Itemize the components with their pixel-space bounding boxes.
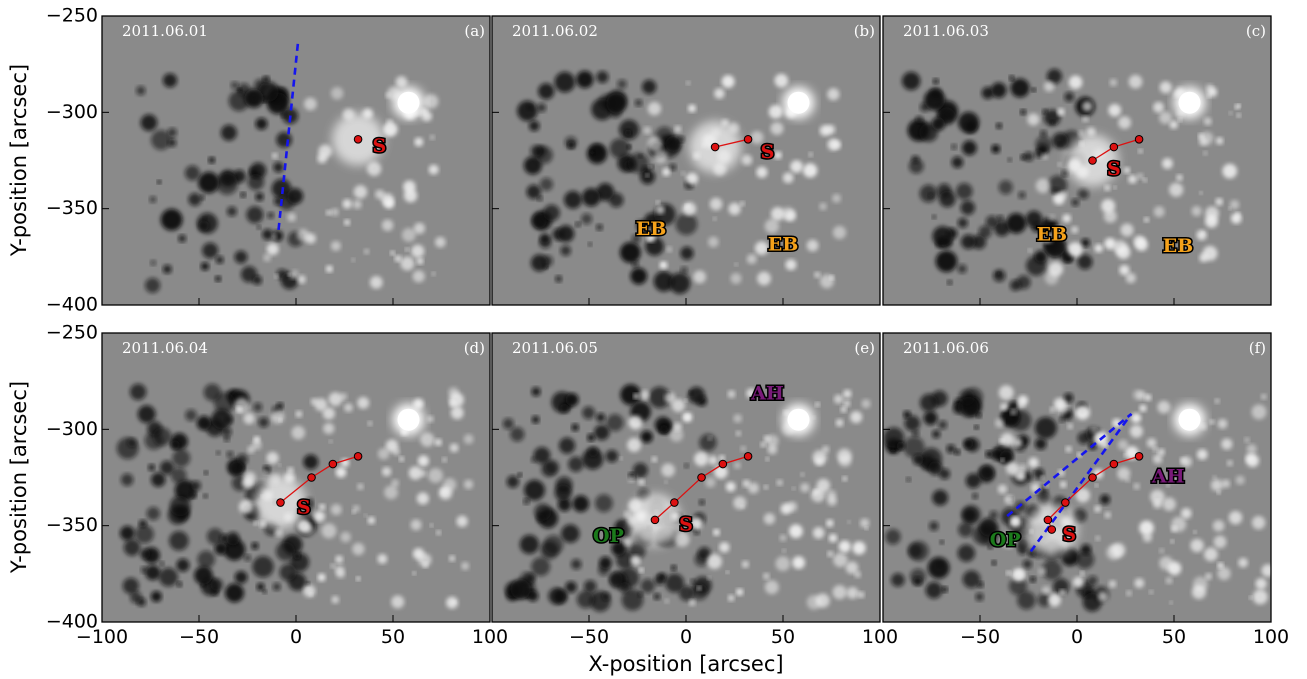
feature-label-EB: EB [1163,235,1194,257]
feature-label-AH: AH [750,383,784,405]
sunspot-track-line [714,138,749,148]
y-tick-label: −300 [46,101,98,123]
magnetogram-image [883,16,1271,305]
x-tick-label: 50 [381,626,405,648]
feature-label-OP: OP [593,525,624,547]
sunspot-track-point [307,473,316,482]
sunspot-track-point [650,515,660,525]
feature-label-AH: AH [1151,466,1185,488]
x-tick-label: 0 [1071,626,1083,648]
panel-letter: (a) [464,22,485,40]
y-tick-label: −300 [46,418,98,440]
cut-line [277,42,300,230]
feature-label-S: S [761,141,775,163]
panel-letter: (f) [1249,339,1266,357]
panel-letter: (b) [854,22,875,40]
feature-label-OP: OP [990,529,1021,551]
y-tick-label: −400 [46,611,98,633]
panel-date: 2011.06.04 [122,339,208,357]
sunspot-track-point [1088,473,1097,482]
sunspot-track-point [1061,498,1070,507]
feature-label-S: S [373,135,387,157]
x-tick-label: 0 [290,626,302,648]
sunspot-track-point [328,459,338,469]
y-tick-label: −350 [46,197,98,219]
sunspot-track-point [710,142,720,152]
x-tick-label: −50 [569,626,609,648]
panel-e: 2011.06.05 (e) S OP AH −50 0 50 100 [491,332,898,648]
x-tick-label: 0 [680,626,692,648]
sunspot-track-point [1047,525,1057,534]
sunspot-track-point [1088,156,1097,165]
magnetogram-image [883,333,1271,622]
x-axis-label: X-position [arcsec] [588,652,783,676]
magnetogram-image [102,16,490,305]
axes-labels: X-position [arcsec] Y-position [arcsec] … [7,64,784,676]
y-tick-label: −400 [46,294,98,316]
x-tick-label: 100 [1253,626,1289,648]
feature-label-S: S [1107,158,1121,180]
panel-b: 2011.06.02 (b) S EB EB [491,15,881,306]
panel-f: 2011.06.06 (f) S OP AH −50 0 50 100 [882,332,1289,648]
panel-letter: (e) [854,339,875,357]
feature-label-EB: EB [768,233,799,255]
sunspot-track-line [280,455,359,504]
panel-a: 2011.06.01 (a) S −250 −300 −350 −400 [46,5,491,316]
y-tick-label: −350 [46,514,98,536]
x-tick-label: 100 [472,626,508,648]
sunspot-track-point [1043,515,1053,525]
panel-c: 2011.06.03 (c) S EB EB [882,15,1272,306]
cut-line [1006,412,1133,556]
panel-letter: (c) [1246,22,1266,40]
panel-date: 2011.06.05 [512,339,598,357]
panel-date: 2011.06.01 [122,22,208,40]
panel-letter: (d) [464,339,485,357]
panel-date: 2011.06.02 [512,22,598,40]
panel-date: 2011.06.06 [903,339,989,357]
feature-label-S: S [297,496,311,518]
x-tick-label: 50 [771,626,795,648]
x-tick-label: −50 [960,626,1000,648]
sunspot-track-point [1109,459,1119,469]
y-tick-label: −250 [46,322,98,344]
x-tick-label: −100 [76,626,128,648]
y-axis-label-top: Y-position [arcsec] [7,64,31,257]
feature-label-EB: EB [636,218,667,240]
sunspot-track-point [670,498,679,507]
sunspot-track-point [1134,135,1144,144]
feature-label-S: S [1062,523,1076,545]
sunspot-track-point [276,498,285,507]
sunspot-track-point [743,135,753,144]
sunspot-track-point [353,452,363,461]
y-tick-label: −250 [46,5,98,27]
sunspot-track-point [1134,452,1144,461]
panel-date: 2011.06.03 [903,22,989,40]
y-axis-label-bottom: Y-position [arcsec] [7,381,31,574]
sunspot-track-point [1109,142,1119,152]
x-tick-label: −50 [179,626,219,648]
x-tick-label: 50 [1162,626,1186,648]
feature-label-S: S [679,514,693,536]
sunspot-track-point [718,459,728,469]
sunspot-track-point [743,452,753,461]
magnetogram-image [102,333,490,622]
panel-d: 2011.06.04 (d) S −100 −50 0 50 100 −250 −300 −350 −… [46,322,508,649]
x-tick-label: 100 [862,626,898,648]
feature-label-EB: EB [1037,224,1068,246]
magnetogram-image [492,333,880,622]
sunspot-track-point [353,135,363,144]
sunspot-track-point [697,473,706,482]
magnetogram-image [492,16,880,305]
